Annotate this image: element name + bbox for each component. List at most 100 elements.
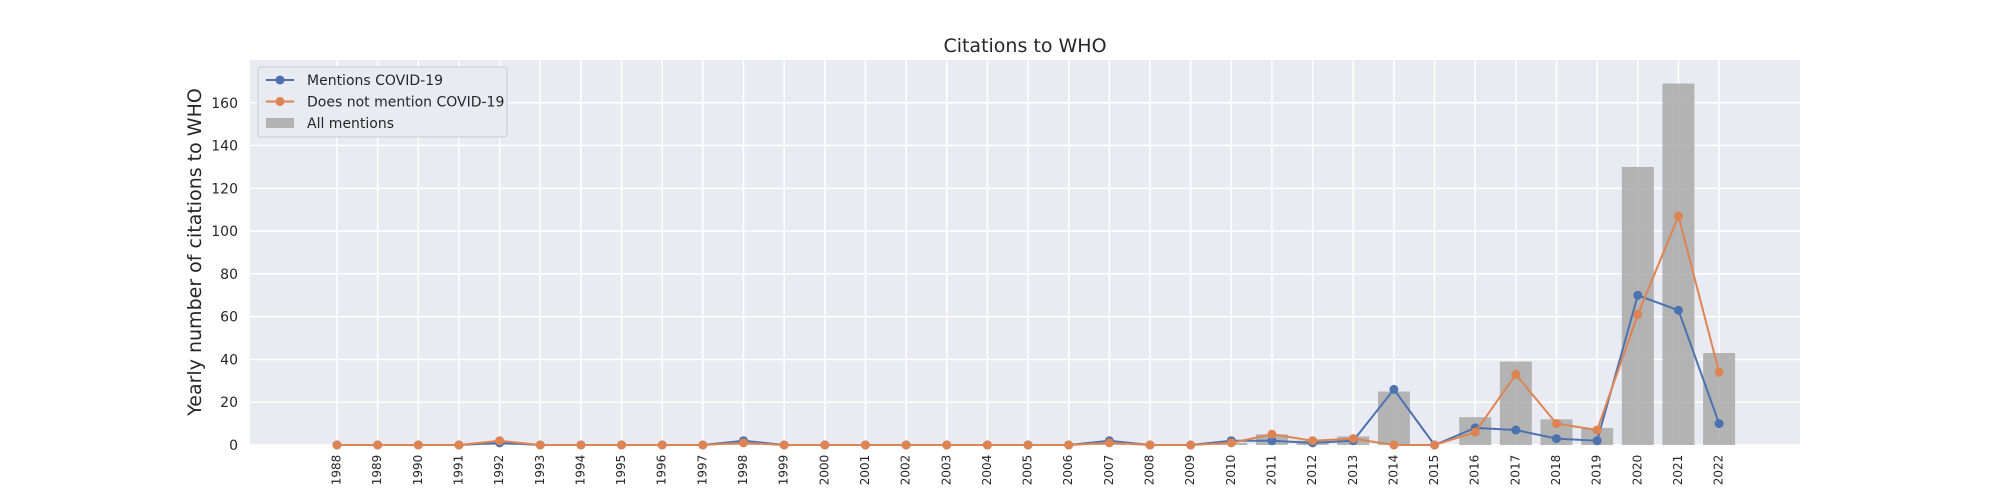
- x-tick-label: 2002: [899, 455, 913, 486]
- y-tick-label: 120: [211, 181, 238, 197]
- data-point: [1389, 440, 1399, 450]
- data-point: [739, 438, 748, 448]
- x-tick-label: 2003: [939, 455, 953, 486]
- lines-layer: [332, 211, 1724, 450]
- data-point: [1511, 369, 1521, 379]
- data-point: [1308, 436, 1318, 446]
- y-tick-label: 100: [211, 224, 238, 240]
- data-point: [1552, 419, 1561, 429]
- data-point: [698, 440, 708, 450]
- legend: Mentions COVID-19 Does not mention COVID-…: [257, 66, 508, 138]
- data-point: [576, 440, 586, 450]
- data-point: [982, 440, 992, 450]
- x-tick-label: 2014: [1386, 455, 1400, 486]
- legend-label: All mentions: [307, 116, 394, 132]
- x-tick-label: 1989: [370, 455, 384, 486]
- data-point: [1714, 367, 1724, 377]
- legend-label: Mentions COVID-19: [307, 73, 443, 89]
- data-point: [1592, 436, 1602, 446]
- data-point: [332, 440, 342, 450]
- x-tick-label: 1988: [330, 455, 344, 486]
- x-tick-label: 2010: [1224, 455, 1238, 486]
- data-point: [1633, 310, 1643, 320]
- y-tick-label: 80: [220, 267, 238, 283]
- data-point: [413, 440, 423, 450]
- x-tick-label: 2008: [1143, 455, 1157, 486]
- data-point: [820, 440, 830, 450]
- x-tick-label: 2012: [1305, 455, 1319, 486]
- x-tick-label: 2017: [1508, 455, 1522, 486]
- x-tick-label: 2022: [1712, 455, 1726, 486]
- bar: [1703, 353, 1736, 445]
- data-point: [1023, 440, 1033, 450]
- chart-title: Citations to WHO: [943, 35, 1106, 57]
- legend-marker: [275, 75, 285, 85]
- data-point: [1714, 419, 1724, 429]
- y-tick-label: 140: [211, 139, 238, 155]
- data-point: [657, 440, 667, 450]
- x-tick-label: 1990: [411, 455, 425, 486]
- y-tick-label: 160: [211, 96, 238, 112]
- data-point: [1145, 440, 1155, 450]
- data-point: [373, 440, 383, 450]
- data-point: [901, 440, 911, 450]
- data-point: [1104, 438, 1114, 448]
- data-point: [942, 440, 952, 450]
- data-point: [1511, 425, 1521, 435]
- y-tick-label: 60: [220, 310, 238, 326]
- x-tick-label: 2011: [1264, 455, 1278, 486]
- legend-marker: [275, 97, 285, 106]
- y-tick-label: 20: [220, 395, 238, 411]
- data-point: [1226, 438, 1236, 448]
- bar: [1377, 391, 1410, 445]
- data-point: [1633, 290, 1643, 300]
- data-point: [1186, 440, 1196, 450]
- data-point: [1552, 434, 1561, 444]
- x-tick-label: 1998: [736, 455, 750, 486]
- y-tick-label: 40: [220, 352, 238, 368]
- x-tick-label: 2006: [1061, 455, 1075, 486]
- x-tick-label: 2015: [1427, 455, 1441, 486]
- data-point: [1592, 425, 1602, 435]
- data-point: [1430, 440, 1440, 450]
- x-tick-label: 1996: [655, 455, 669, 486]
- x-tick-label: 2001: [858, 455, 872, 486]
- y-tick-label: 0: [229, 438, 238, 454]
- y-axis-label: Yearly number of citations to WHO: [184, 88, 206, 417]
- x-axis-ticks: 1988 1989 1990 1991 1992 1993 1994 1995 1996 1997…: [330, 455, 1726, 486]
- data-point: [1673, 305, 1683, 315]
- x-tick-label: 1999: [777, 455, 791, 486]
- legend-box: [257, 66, 508, 138]
- x-tick-label: 2021: [1671, 455, 1685, 486]
- bar: [1621, 166, 1654, 445]
- x-tick-label: 1997: [695, 455, 709, 486]
- x-tick-label: 1994: [573, 455, 587, 486]
- x-tick-label: 2004: [980, 455, 994, 486]
- x-tick-label: 1992: [492, 455, 506, 486]
- legend-bar-swatch: [266, 118, 294, 128]
- data-point: [535, 440, 545, 450]
- data-point: [495, 436, 505, 446]
- data-point: [1267, 436, 1277, 446]
- x-tick-label: 2020: [1630, 455, 1644, 486]
- x-tick-label: 2000: [817, 455, 831, 486]
- data-point: [860, 440, 870, 450]
- data-point: [1673, 211, 1683, 221]
- data-point: [1389, 384, 1399, 394]
- x-tick-label: 1993: [533, 455, 547, 486]
- data-point: [1267, 429, 1277, 439]
- x-tick-label: 2016: [1468, 455, 1482, 486]
- x-tick-label: 1995: [614, 455, 628, 486]
- data-point: [617, 440, 627, 450]
- x-tick-label: 2019: [1590, 455, 1604, 486]
- bar: [1662, 83, 1695, 446]
- legend-label: Does not mention COVID-19: [307, 95, 504, 111]
- x-tick-label: 2009: [1183, 455, 1197, 486]
- data-point: [1064, 440, 1074, 450]
- data-point: [779, 440, 789, 450]
- data-point: [454, 440, 464, 450]
- data-point: [1470, 427, 1480, 437]
- data-point: [1348, 434, 1358, 444]
- y-axis-ticks: 0 20 40 60 80 100 120 140 160: [211, 96, 238, 454]
- x-tick-label: 2018: [1549, 455, 1563, 486]
